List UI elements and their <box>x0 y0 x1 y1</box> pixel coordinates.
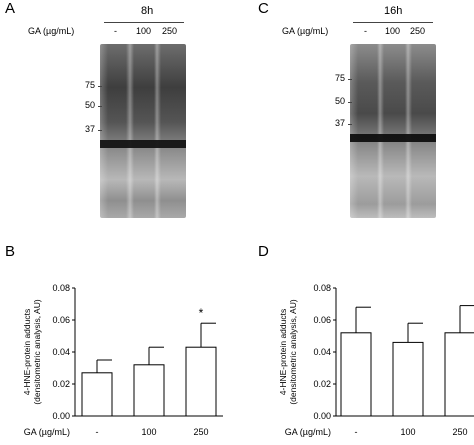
chart-d-y-tick-label: 0.02 <box>313 379 331 389</box>
chart-d-y-axis-label: 4-HNE-protein adducts(densitometric anal… <box>278 299 298 405</box>
chart-b-x-axis-label: GA (µg/mL) <box>24 427 70 437</box>
blot-a-tick-50 <box>98 106 102 107</box>
chart-b-category-label: - <box>96 427 99 437</box>
chart-d-category-label: 250 <box>452 427 467 437</box>
chart-b-significance-mark: * <box>199 306 204 320</box>
chart-d-y-tick-label: 0.08 <box>313 283 331 293</box>
blot-c-image <box>350 44 436 218</box>
blot-a-image <box>100 44 186 218</box>
blot-c-marker-75: 75 <box>335 73 346 83</box>
blot-a-tick-37 <box>98 130 102 131</box>
blot-a-lane-1: - <box>114 26 117 36</box>
blot-c-tick-50 <box>348 102 352 103</box>
chart-d-category-label: 100 <box>400 427 415 437</box>
panel-letter-b: B <box>5 243 16 260</box>
blot-a-lane-3: 250 <box>162 26 178 36</box>
chart-b-category-label: 100 <box>141 427 156 437</box>
blot-a-header-line <box>104 22 184 23</box>
blot-c-lane-2: 100 <box>385 26 401 36</box>
chart-d-category-label: - <box>355 427 358 437</box>
chart-b-y-axis-label: 4-HNE-protein adducts(densitometric anal… <box>22 299 42 405</box>
chart-b-y-tick-label: 0.00 <box>52 411 70 421</box>
panel-letter-c: C <box>258 0 269 17</box>
chart-b-y-tick-label: 0.06 <box>52 315 70 325</box>
chart-b-bar <box>81 372 113 417</box>
blot-a-ga-label: GA (µg/mL) <box>28 26 75 36</box>
chart-d-x-axis-label: GA (µg/mL) <box>285 427 331 437</box>
blot-a-marker-75: 75 <box>85 80 96 90</box>
blot-c-tick-75 <box>348 79 352 80</box>
blot-c-marker-37: 37 <box>335 118 346 128</box>
panel-letter-d: D <box>258 243 269 260</box>
chart-d-bar <box>392 341 424 417</box>
blot-c-header-line <box>353 22 433 23</box>
panel-letter-a: A <box>5 0 16 17</box>
blot-a-tick-75 <box>98 86 102 87</box>
blot-c-tick-37 <box>348 124 352 125</box>
chart-b-category-label: 250 <box>193 427 208 437</box>
chart-b-y-tick-label: 0.04 <box>52 347 70 357</box>
chart-b-bar <box>185 346 217 417</box>
chart-b-bar <box>133 364 165 417</box>
chart-d-y-tick-label: 0.00 <box>313 411 331 421</box>
chart-d-y-tick-label: 0.06 <box>313 315 331 325</box>
chart-d-y-tick-label: 0.04 <box>313 347 331 357</box>
blot-c-marker-50: 50 <box>335 96 346 106</box>
chart-b-y-tick-label: 0.08 <box>52 283 70 293</box>
blot-c-lane-1: - <box>364 26 367 36</box>
blot-a-marker-37: 37 <box>85 124 96 134</box>
blot-a-lane-2: 100 <box>136 26 152 36</box>
blot-a-marker-50: 50 <box>85 100 96 110</box>
blot-c-time-label: 16h <box>384 5 403 17</box>
chart-b-y-tick-label: 0.02 <box>52 379 70 389</box>
blot-c-lane-3: 250 <box>410 26 426 36</box>
chart-d-bar <box>444 332 474 417</box>
blot-a-time-label: 8h <box>141 5 154 17</box>
blot-c-ga-label: GA (µg/mL) <box>282 26 329 36</box>
chart-d-bar <box>340 332 372 417</box>
